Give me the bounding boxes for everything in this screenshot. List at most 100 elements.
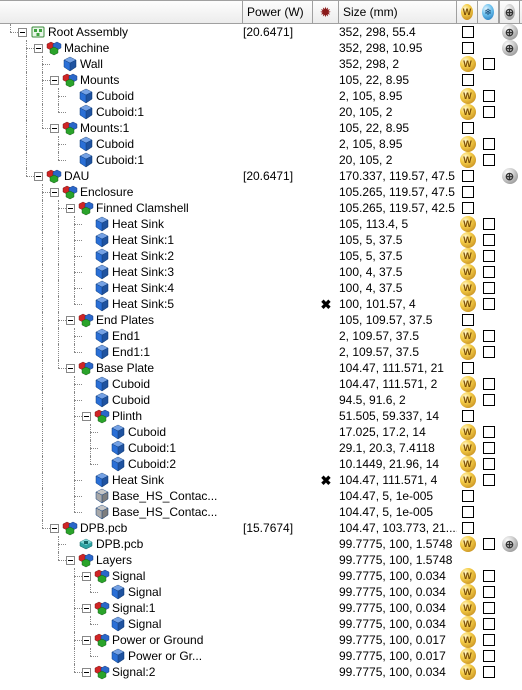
thermal-cell[interactable] (478, 360, 499, 376)
checkbox[interactable] (462, 26, 474, 38)
grid-cell[interactable] (499, 568, 520, 584)
grid-cell[interactable] (499, 472, 520, 488)
tree-row[interactable]: Cuboid2, 105, 8.95 (0, 136, 522, 152)
material-cell[interactable] (457, 24, 478, 40)
checkbox[interactable] (462, 362, 474, 374)
thermal-cell[interactable] (478, 424, 499, 440)
thermal-cell[interactable] (478, 24, 499, 40)
tree-row[interactable]: DAU[20.6471]170.337, 119.57, 47.5 (0, 168, 522, 184)
tree-row[interactable]: Cuboid104.47, 111.571, 2 (0, 376, 522, 392)
material-cell[interactable] (457, 376, 478, 392)
header-power[interactable]: Power (W) (243, 1, 313, 23)
checkbox[interactable] (462, 410, 474, 422)
grid-cell[interactable] (499, 616, 520, 632)
thermal-cell[interactable] (478, 552, 499, 568)
tree-row[interactable]: Heat Sink✖104.47, 111.571, 4 (0, 472, 522, 488)
thermal-cell[interactable] (478, 104, 499, 120)
grid-cell[interactable] (499, 584, 520, 600)
material-cell[interactable] (457, 72, 478, 88)
grid-cell[interactable] (499, 280, 520, 296)
material-cell[interactable] (457, 136, 478, 152)
checkbox[interactable] (483, 346, 495, 358)
grid-cell[interactable] (499, 72, 520, 88)
checkbox[interactable] (483, 394, 495, 406)
thermal-cell[interactable] (478, 504, 499, 520)
checkbox[interactable] (483, 106, 495, 118)
tree-row[interactable]: Power or Gr...99.7775, 100, 0.017 (0, 648, 522, 664)
thermal-cell[interactable] (478, 120, 499, 136)
tree-row[interactable]: End12, 109.57, 37.5 (0, 328, 522, 344)
grid-cell[interactable] (499, 136, 520, 152)
material-cell[interactable] (457, 56, 478, 72)
expander[interactable] (82, 604, 91, 613)
expander[interactable] (34, 172, 43, 181)
grid-cell[interactable] (499, 312, 520, 328)
material-cell[interactable] (457, 168, 478, 184)
material-cell[interactable] (457, 88, 478, 104)
tree-row[interactable]: Signal99.7775, 100, 0.034 (0, 584, 522, 600)
material-cell[interactable] (457, 232, 478, 248)
checkbox[interactable] (483, 650, 495, 662)
material-cell[interactable] (457, 600, 478, 616)
checkbox[interactable] (483, 426, 495, 438)
thermal-cell[interactable] (478, 328, 499, 344)
checkbox[interactable] (483, 250, 495, 262)
checkbox[interactable] (483, 330, 495, 342)
grid-cell[interactable] (499, 648, 520, 664)
checkbox[interactable] (483, 58, 495, 70)
checkbox[interactable] (483, 234, 495, 246)
header-size[interactable]: Size (mm) (339, 1, 457, 23)
thermal-cell[interactable] (478, 56, 499, 72)
grid-cell[interactable] (499, 408, 520, 424)
expander[interactable] (18, 28, 27, 37)
checkbox[interactable] (483, 570, 495, 582)
tree-row[interactable]: Layers99.7775, 100, 1.5748 (0, 552, 522, 568)
checkbox[interactable] (483, 442, 495, 454)
grid-cell[interactable] (499, 88, 520, 104)
tree-row[interactable]: Heat Sink:1105, 5, 37.5 (0, 232, 522, 248)
material-cell[interactable] (457, 568, 478, 584)
grid-cell[interactable] (499, 456, 520, 472)
grid-cell[interactable] (499, 520, 520, 536)
material-cell[interactable] (457, 328, 478, 344)
thermal-cell[interactable] (478, 344, 499, 360)
material-cell[interactable] (457, 312, 478, 328)
thermal-cell[interactable] (478, 600, 499, 616)
thermal-cell[interactable] (478, 376, 499, 392)
grid-cell[interactable] (499, 632, 520, 648)
tree-row[interactable]: Mounts105, 22, 8.95 (0, 72, 522, 88)
thermal-cell[interactable] (478, 40, 499, 56)
grid-cell[interactable] (499, 344, 520, 360)
material-cell[interactable] (457, 488, 478, 504)
checkbox[interactable] (462, 170, 474, 182)
expander[interactable] (34, 44, 43, 53)
material-cell[interactable] (457, 248, 478, 264)
grid-cell[interactable] (499, 360, 520, 376)
material-cell[interactable] (457, 520, 478, 536)
checkbox[interactable] (483, 634, 495, 646)
expander[interactable] (50, 76, 59, 85)
checkbox[interactable] (483, 154, 495, 166)
grid-cell[interactable] (499, 440, 520, 456)
material-cell[interactable] (457, 40, 478, 56)
grid-cell[interactable] (499, 328, 520, 344)
checkbox[interactable] (483, 138, 495, 150)
thermal-cell[interactable] (478, 312, 499, 328)
grid-cell[interactable] (499, 392, 520, 408)
material-cell[interactable] (457, 120, 478, 136)
checkbox[interactable] (462, 74, 474, 86)
checkbox[interactable] (483, 90, 495, 102)
grid-cell[interactable] (499, 600, 520, 616)
checkbox[interactable] (483, 458, 495, 470)
material-cell[interactable] (457, 280, 478, 296)
tree-row[interactable]: Heat Sink:4100, 4, 37.5 (0, 280, 522, 296)
expander[interactable] (66, 316, 75, 325)
grid-cell[interactable] (499, 552, 520, 568)
tree-row[interactable]: End1:12, 109.57, 37.5 (0, 344, 522, 360)
checkbox[interactable] (462, 202, 474, 214)
material-cell[interactable] (457, 664, 478, 680)
material-cell[interactable] (457, 344, 478, 360)
material-cell[interactable] (457, 296, 478, 312)
tree-row[interactable]: Heat Sink:5✖100, 101.57, 4 (0, 296, 522, 312)
thermal-cell[interactable] (478, 568, 499, 584)
